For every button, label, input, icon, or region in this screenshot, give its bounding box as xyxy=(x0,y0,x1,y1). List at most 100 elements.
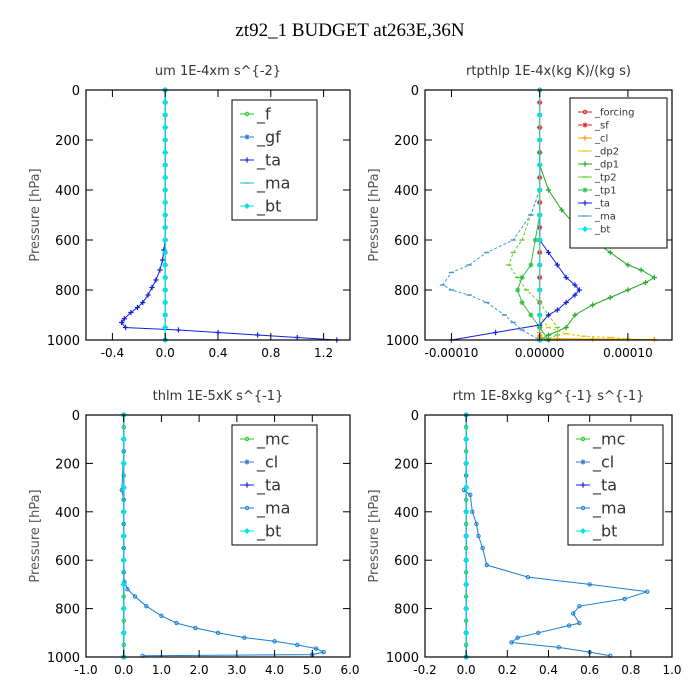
data-point xyxy=(121,316,127,322)
data-point xyxy=(153,277,159,283)
data-point xyxy=(536,311,543,319)
x-tick-label: 3.0 xyxy=(227,663,246,677)
legend-item: _ta xyxy=(578,199,610,210)
data-point xyxy=(120,605,127,612)
legend-item: _ta xyxy=(240,151,281,171)
legend-item: _gf xyxy=(240,128,281,148)
legend: _forcing _sf _cl _dp2 _dp1 _tp2 _tp1 _ta _ma _bt xyxy=(569,97,668,249)
legend-label: _forcing xyxy=(594,108,635,119)
y-tick-label: 0 xyxy=(411,409,419,424)
data-point xyxy=(120,532,127,540)
y-axis-label: Pressure [hPa] xyxy=(367,168,382,261)
y-tick-label: 1000 xyxy=(386,334,419,349)
data-point xyxy=(519,299,525,306)
data-point xyxy=(545,187,552,193)
legend-marker xyxy=(580,482,586,488)
data-point xyxy=(162,324,169,331)
x-tick-label: 0.6 xyxy=(580,663,599,677)
data-point xyxy=(463,460,470,467)
y-axis-label: Pressure [hPa] xyxy=(28,168,43,261)
data-point xyxy=(545,249,552,256)
data-point xyxy=(162,236,169,244)
legend-item: _ta xyxy=(240,476,281,496)
panel-title: rtpthlp 1E-4x(kg K)/(kg s) xyxy=(466,64,631,79)
legend-label: _bt xyxy=(256,197,281,217)
legend-item: _ma xyxy=(578,212,616,223)
data-point xyxy=(125,587,130,592)
plot-frame xyxy=(85,414,351,658)
y-tick-label: 1000 xyxy=(47,334,80,349)
y-tick-label: 800 xyxy=(55,603,80,618)
data-point xyxy=(120,484,127,491)
y-tick-label: 800 xyxy=(394,284,419,299)
legend-item: _ma xyxy=(240,174,290,194)
legend-marker xyxy=(244,482,250,488)
data-point xyxy=(120,581,127,588)
data-point xyxy=(536,630,541,635)
plot-frame xyxy=(424,89,673,341)
legend-label: _dp2 xyxy=(594,147,619,158)
data-point xyxy=(492,329,499,336)
legend-marker xyxy=(244,459,250,465)
data-point xyxy=(162,186,169,194)
data-point xyxy=(162,311,169,319)
legend-marker xyxy=(243,527,251,535)
series-ma xyxy=(461,412,650,658)
x-tick-label: -0.00010 xyxy=(424,346,478,360)
data-point xyxy=(480,545,485,551)
legend-label: _ta xyxy=(256,151,281,171)
data-point xyxy=(162,161,169,169)
data-point xyxy=(515,635,520,640)
data-point xyxy=(536,286,543,294)
legend-item: _ta xyxy=(576,476,617,496)
data-point xyxy=(536,261,543,269)
legend-label: _ta xyxy=(594,199,610,210)
data-point xyxy=(162,261,169,269)
legend-marker xyxy=(581,225,589,233)
data-point xyxy=(215,630,221,635)
legend-label: _ma xyxy=(256,499,290,519)
data-point xyxy=(563,299,569,306)
data-point xyxy=(145,292,151,298)
data-point xyxy=(463,484,470,491)
legend: _f _gf _ta _ma _bt xyxy=(231,99,318,221)
data-point xyxy=(313,646,319,651)
legend-marker xyxy=(582,109,588,115)
legend-marker xyxy=(244,505,250,511)
legend-item: _cl xyxy=(576,453,614,473)
data-point xyxy=(625,287,631,293)
data-point xyxy=(162,199,169,206)
legend-item: _bt xyxy=(240,197,281,217)
panel-4: rtm 1E-8xkg kg^{-1} s^{-1} Pressure [hPa]… xyxy=(367,389,682,677)
legend-item: _ma xyxy=(576,499,626,519)
y-tick-label: 1000 xyxy=(47,651,80,666)
y-tick-label: 0 xyxy=(72,84,80,99)
data-point xyxy=(651,274,657,281)
data-point xyxy=(272,639,277,644)
legend-label: _gf xyxy=(256,128,281,148)
data-point xyxy=(556,645,561,650)
y-tick-label: 400 xyxy=(394,184,419,199)
data-point xyxy=(572,312,578,318)
data-point xyxy=(149,284,155,291)
x-tick-label: 1.0 xyxy=(662,663,681,677)
y-tick-label: 200 xyxy=(394,457,419,472)
data-point xyxy=(590,336,596,342)
legend-label: _ta xyxy=(256,476,281,496)
series-line xyxy=(451,215,581,341)
data-point xyxy=(162,111,169,119)
y-tick-label: 1000 xyxy=(386,651,419,666)
data-point xyxy=(559,207,565,213)
y-tick-label: 400 xyxy=(55,506,80,521)
data-point xyxy=(470,509,475,514)
x-tick-label: 0.8 xyxy=(621,663,640,677)
data-point xyxy=(509,640,514,645)
series-line xyxy=(539,152,656,341)
data-point xyxy=(120,436,127,443)
legend-item: _bt xyxy=(576,522,617,542)
legend-item: _cl xyxy=(240,453,278,473)
legend-box xyxy=(231,99,318,221)
data-point xyxy=(159,613,164,619)
y-tick-label: 0 xyxy=(411,84,419,99)
legend-marker xyxy=(582,135,588,141)
